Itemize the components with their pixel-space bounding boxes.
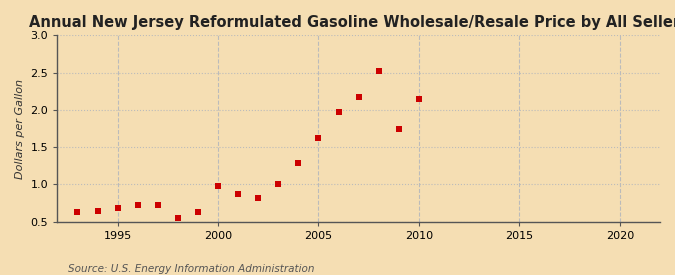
Point [293, 161, 304, 165]
Point [92, 208, 103, 213]
Point [273, 182, 284, 187]
Point [72, 210, 83, 214]
Point [353, 95, 364, 100]
Point [132, 203, 143, 208]
Point [414, 97, 425, 101]
Point [112, 206, 123, 210]
Point [373, 69, 384, 73]
Point [313, 136, 324, 141]
Text: Source: U.S. Energy Information Administration: Source: U.S. Energy Information Administ… [68, 264, 314, 274]
Point [253, 196, 264, 200]
Point [233, 192, 244, 196]
Point [394, 126, 404, 131]
Point [153, 203, 163, 208]
Title: Annual New Jersey Reformulated Gasoline Wholesale/Resale Price by All Sellers: Annual New Jersey Reformulated Gasoline … [29, 15, 675, 30]
Point [213, 184, 223, 188]
Point [192, 210, 203, 214]
Point [173, 216, 184, 220]
Point [333, 110, 344, 114]
Y-axis label: Dollars per Gallon: Dollars per Gallon [15, 79, 25, 178]
